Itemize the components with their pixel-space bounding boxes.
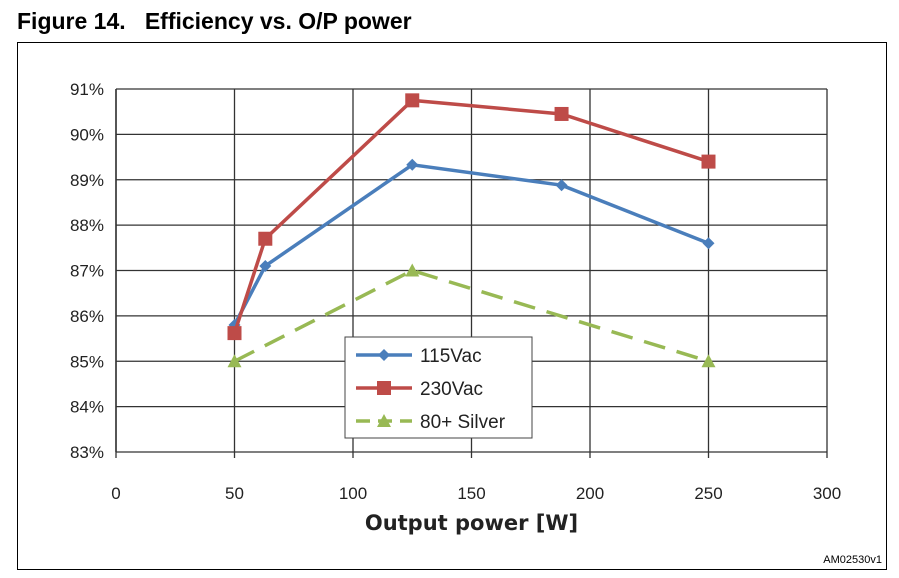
y-tick-label: 86%: [70, 307, 104, 326]
y-tick-label: 83%: [70, 443, 104, 462]
data-point-0-2: [406, 158, 419, 171]
y-tick-label: 89%: [70, 171, 104, 190]
figure-title: Figure 14. Efficiency vs. O/P power: [17, 8, 412, 35]
figure-title-text: Efficiency vs. O/P power: [144, 8, 412, 34]
data-point-0-4: [702, 237, 715, 250]
figure-frame: [17, 42, 887, 570]
legend-label: 230Vac: [420, 379, 483, 400]
data-point-1-3: [554, 106, 569, 121]
y-tick-label: 87%: [70, 262, 104, 281]
data-point-1-1: [258, 231, 273, 246]
legend-marker-0: [378, 349, 390, 361]
document-code: AM02530v1: [823, 554, 882, 566]
x-tick-label: 0: [111, 484, 120, 503]
y-tick-label: 88%: [70, 216, 104, 235]
x-tick-label: 250: [694, 484, 722, 503]
y-tick-label: 84%: [70, 398, 104, 417]
x-tick-label: 200: [576, 484, 604, 503]
y-tick-label: 90%: [70, 125, 104, 144]
data-point-2-0: [227, 354, 242, 368]
x-tick-label: 150: [457, 484, 485, 503]
legend-marker-1: [377, 381, 391, 395]
data-point-1-0: [227, 326, 242, 341]
legend-label: 80+ Silver: [420, 412, 506, 433]
x-tick-label: 100: [339, 484, 367, 503]
x-tick-label: 300: [813, 484, 841, 503]
x-tick-label: 50: [225, 484, 244, 503]
x-axis-label: Output power [W]: [365, 511, 578, 535]
y-tick-label: 85%: [70, 352, 104, 371]
figure-label: Figure 14.: [17, 8, 126, 34]
data-point-0-1: [259, 259, 272, 272]
data-point-2-2: [701, 354, 716, 368]
y-tick-label: 91%: [70, 80, 104, 99]
data-point-1-4: [701, 154, 716, 169]
data-point-1-2: [405, 93, 420, 108]
data-point-2-1: [405, 263, 420, 277]
data-point-0-3: [555, 179, 568, 192]
legend-label: 115Vac: [420, 346, 482, 367]
legend-marker-2: [377, 414, 391, 427]
